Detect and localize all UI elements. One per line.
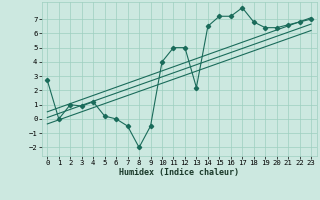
X-axis label: Humidex (Indice chaleur): Humidex (Indice chaleur) — [119, 168, 239, 177]
